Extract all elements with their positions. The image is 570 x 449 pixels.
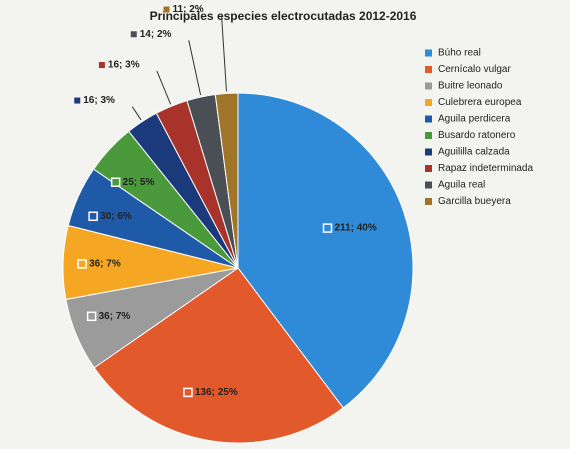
legend-label: Buitre leonado [438, 81, 503, 92]
legend-key [425, 82, 432, 90]
leader-line [221, 15, 227, 92]
value-label: 36; 7% [99, 311, 131, 322]
value-label: 36; 7% [89, 259, 121, 270]
legend-key [425, 148, 432, 156]
legend-key [425, 99, 432, 106]
value-label: 11; 2% [173, 4, 204, 15]
leader-line [188, 40, 202, 96]
legend-key [425, 115, 432, 123]
label-key [86, 311, 97, 322]
legend-label: Rapaz indeterminada [438, 163, 533, 174]
legend-label: Cernícalo vulgar [438, 64, 511, 75]
label-key [98, 62, 105, 69]
legend-label: Búho real [438, 48, 481, 59]
leader-line [131, 106, 142, 121]
legend-label: Garcilla bueyera [438, 196, 511, 207]
legend-key [425, 181, 432, 189]
pie-slice [93, 267, 344, 444]
legend-key [425, 132, 432, 139]
label-key [322, 223, 333, 233]
label-key [110, 177, 121, 188]
legend-key [425, 49, 432, 57]
value-label: 136; 25% [195, 387, 238, 398]
value-label: 16; 3% [83, 95, 115, 106]
label-key [130, 31, 137, 38]
label-key [77, 259, 87, 269]
value-label: 14; 2% [140, 29, 172, 40]
value-label: 30; 6% [100, 211, 132, 222]
label-key [88, 211, 98, 222]
legend-label: Aguila real [438, 180, 485, 191]
legend-label: Aguila perdicera [438, 114, 511, 125]
label-key [74, 97, 81, 104]
legend-key [425, 66, 432, 73]
value-label: 25; 5% [123, 177, 155, 188]
legend-label: Busardo ratonero [438, 130, 516, 141]
legend-label: Aguililla calzada [438, 147, 510, 158]
legend-key [425, 165, 432, 172]
label-key [183, 387, 193, 398]
legend-label: Culebrera europea [438, 97, 522, 108]
pie-slice [237, 92, 414, 409]
pie-slice [214, 92, 239, 269]
legend-key [425, 198, 432, 205]
label-key [163, 6, 170, 13]
value-label: 16; 3% [108, 60, 140, 71]
leader-line [156, 70, 172, 105]
value-label: 211; 40% [335, 223, 377, 234]
chart-title: Principales especies electrocutadas 2012… [150, 9, 417, 23]
